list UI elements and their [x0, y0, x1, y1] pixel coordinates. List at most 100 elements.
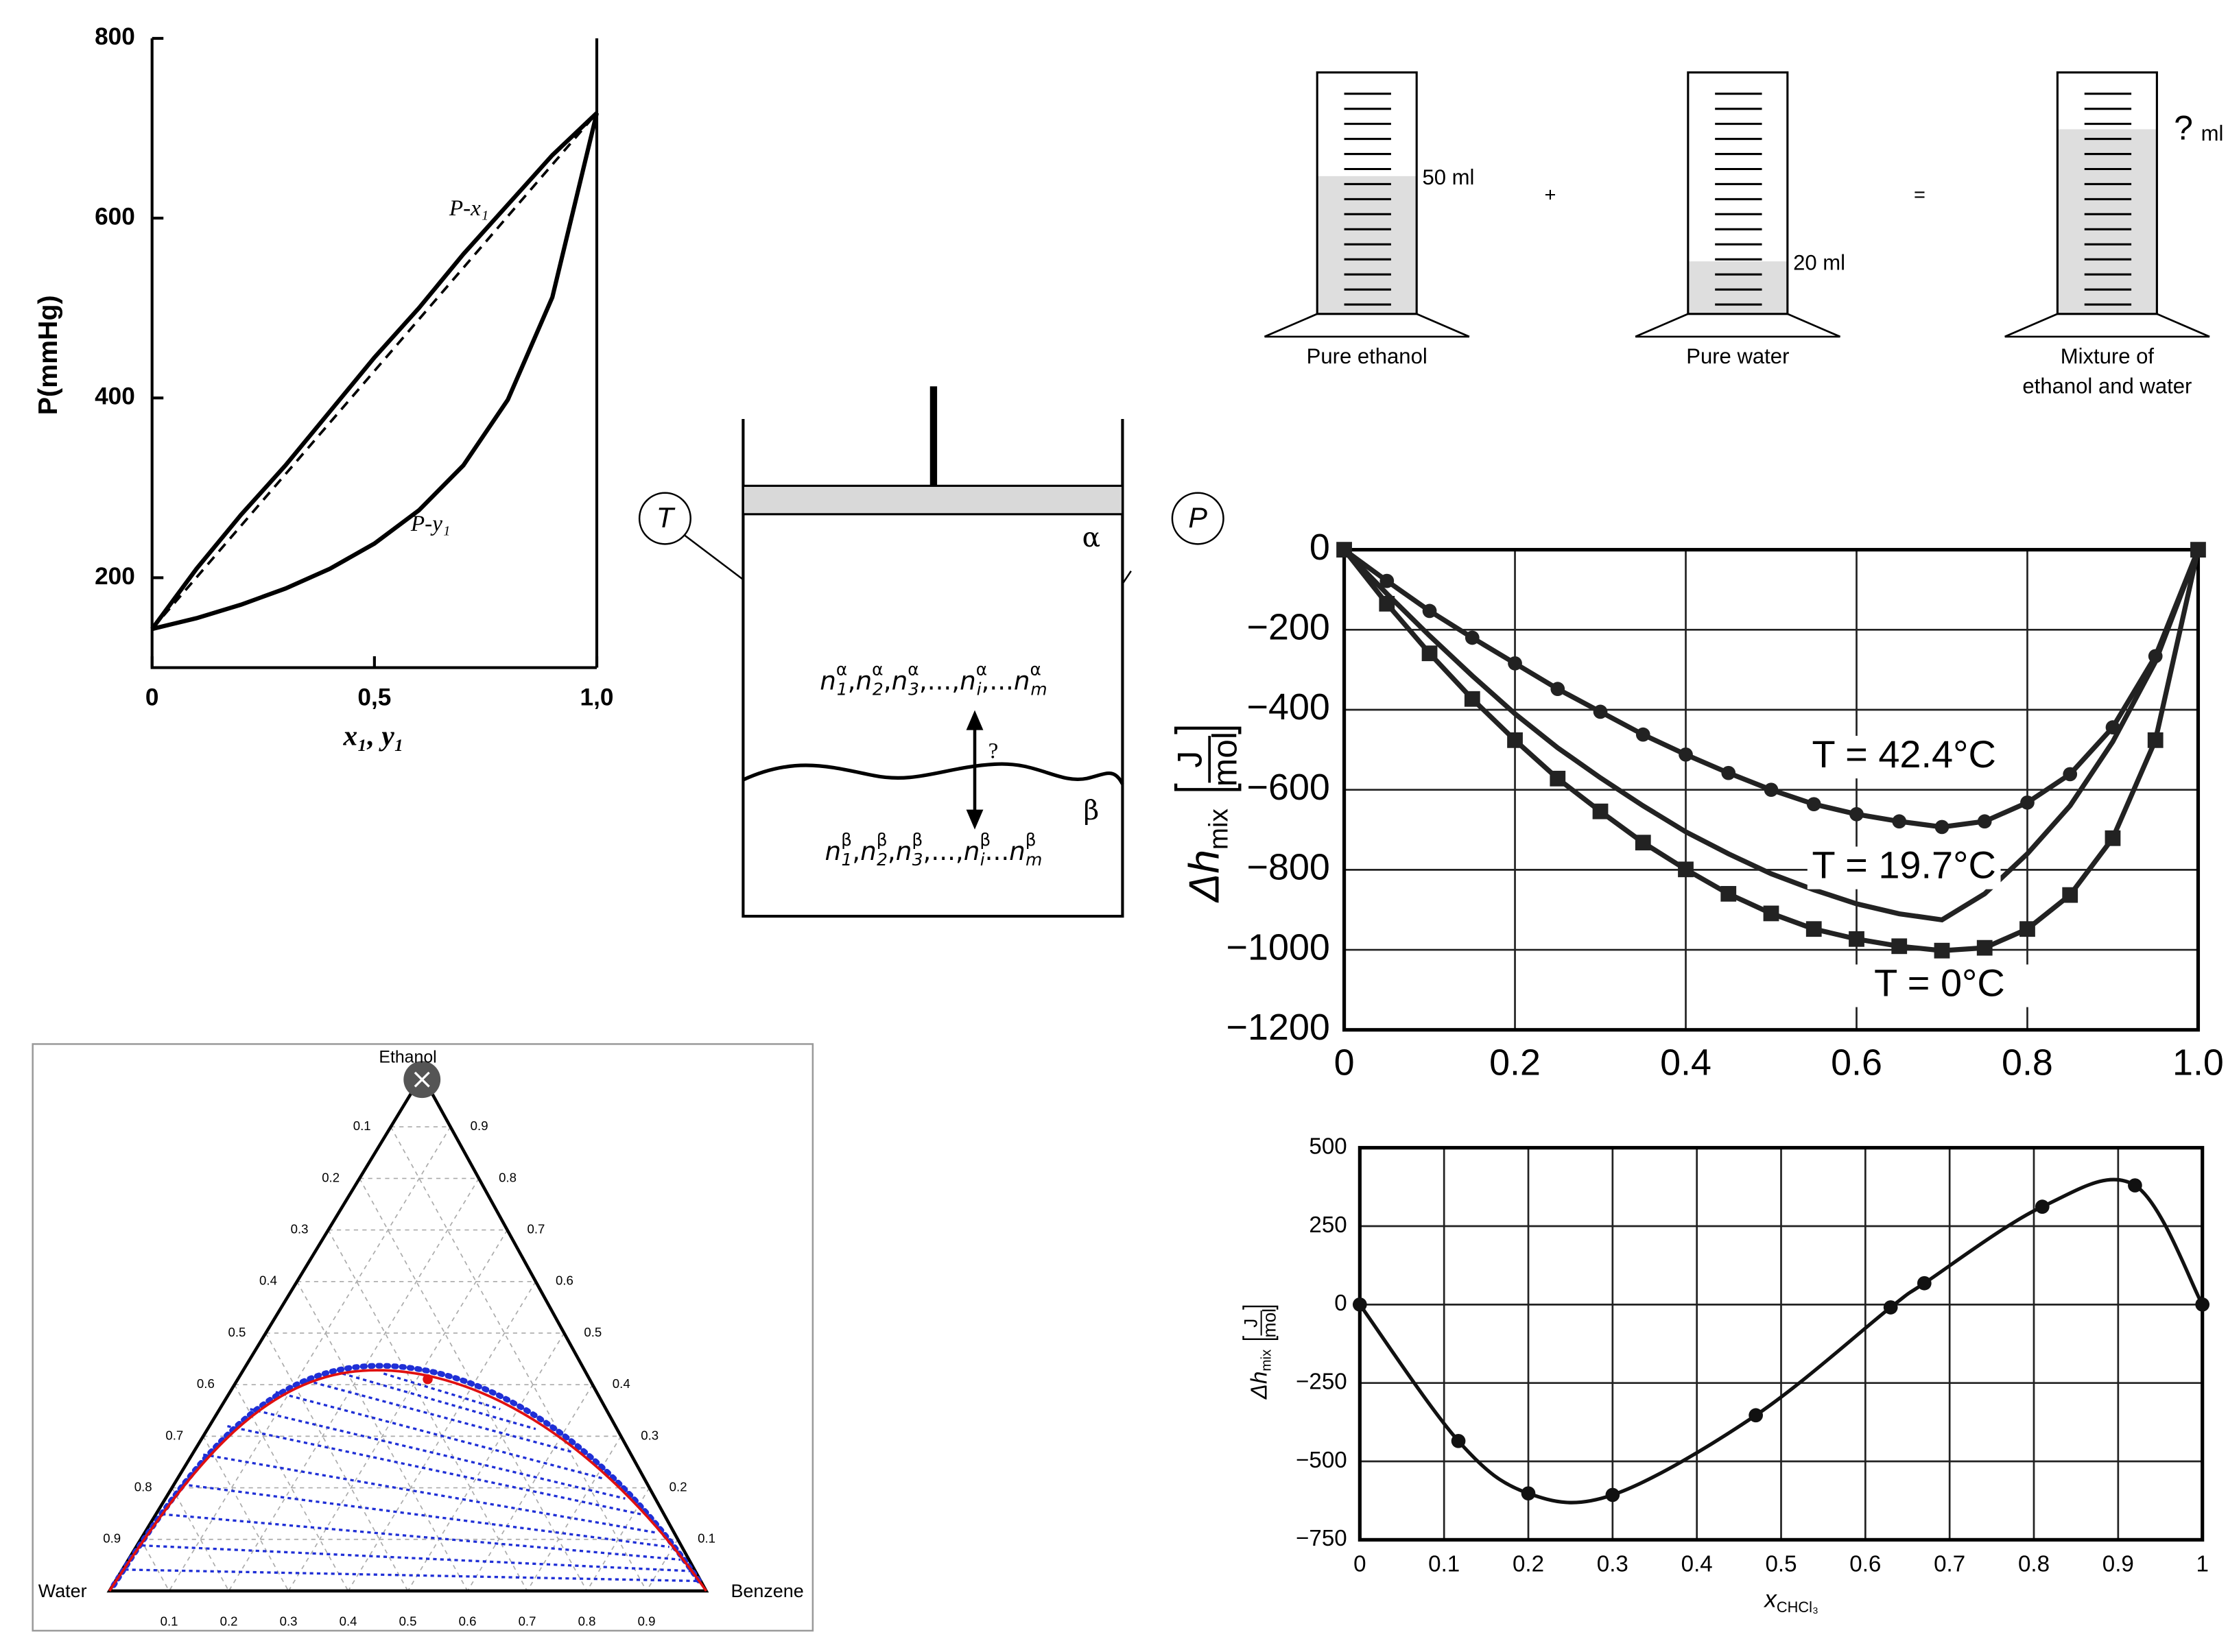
x-tick-label: 0.8 [2018, 1551, 2050, 1577]
amount-base: n [960, 665, 976, 695]
label-subscript: mix [1205, 809, 1234, 850]
bracket [1242, 1305, 1279, 1310]
amount-sub: 2 [877, 850, 888, 870]
ternary-frame [32, 1043, 814, 1632]
tick-label: 0.3 [291, 1222, 309, 1236]
x-tick-label: 0.6 [1831, 1042, 1882, 1084]
marker [2063, 767, 2078, 782]
cylinder [1687, 71, 1789, 315]
symbol: T [656, 502, 676, 534]
amount-sub: m [1030, 680, 1047, 699]
grid-line [390, 1126, 648, 1592]
tie-line [342, 1372, 536, 1430]
x-tick-label: 1 [2196, 1551, 2208, 1577]
marker [1806, 797, 1821, 812]
tick-label: 0.8 [499, 1170, 517, 1184]
vertex-label: Benzene [731, 1581, 803, 1601]
x-tick-label: 0.8 [2002, 1042, 2053, 1084]
marker [1805, 921, 1822, 937]
y-axis-label-text: Δhmix [1246, 1349, 1275, 1400]
marker [1508, 656, 1522, 671]
x-tick-label: 0.2 [1489, 1042, 1541, 1084]
tick-label: 0.7 [528, 1222, 545, 1236]
caption: Pure ethanol [1307, 344, 1427, 368]
y-tick-label: −250 [1296, 1369, 1347, 1394]
tick-label: 0.6 [459, 1614, 477, 1628]
tick-label: 0.8 [578, 1614, 596, 1628]
series-label: T = 19.7°C [1812, 843, 1995, 886]
marker [1521, 1486, 1536, 1501]
marker [1464, 691, 1480, 707]
marker [1891, 938, 1908, 955]
marker [2035, 1199, 2050, 1214]
vertex-label: Water [38, 1581, 87, 1601]
tick-label: 0.5 [584, 1325, 602, 1339]
tick-label: 0.3 [641, 1428, 659, 1442]
connector [684, 534, 744, 581]
y-tick-label: 600 [95, 203, 135, 230]
tick-label: 0.2 [322, 1170, 340, 1184]
tick-label: 0.1 [698, 1531, 715, 1546]
operator: + [1544, 184, 1556, 206]
grid-line [327, 1230, 528, 1592]
marker [1749, 1408, 1764, 1423]
bracket [1174, 726, 1242, 734]
marker [1336, 542, 1352, 558]
tick-label: 0.9 [638, 1614, 656, 1628]
marker [1451, 1433, 1466, 1448]
marker [1720, 885, 1737, 902]
tick-label: 0.2 [669, 1479, 687, 1494]
amount-base: n [892, 665, 908, 695]
tick-label: 0.5 [228, 1325, 246, 1339]
series-line [150, 111, 599, 631]
tie-line [202, 1453, 657, 1534]
y-axis-label: P(mmHg) [33, 295, 63, 415]
chart: 0 0,5 1,0 200 400 600 800 P-x₁ P-y₁ P(mmHg) x₁, y₁ [33, 23, 614, 751]
marker [1379, 595, 1395, 612]
marker [2128, 1178, 2142, 1193]
symbol: P [1188, 502, 1207, 534]
marker [1507, 732, 1523, 748]
marker [1892, 814, 1907, 829]
connector [1122, 571, 1132, 585]
transfer-label: ? [988, 738, 999, 763]
amount-sub: 1 [841, 850, 852, 870]
marker [1379, 573, 1395, 588]
separator: ... [985, 835, 1010, 865]
cylinder [2056, 71, 2158, 315]
tick-label: 0.9 [103, 1531, 121, 1546]
x-axis-label-text: xCHCl₃ [1763, 1586, 1818, 1616]
grid-line [228, 1177, 479, 1592]
y-tick-label: −1000 [1226, 926, 1330, 968]
caption: Pure water [1686, 344, 1789, 368]
tie-line [142, 1544, 691, 1572]
tick-label: 0.7 [165, 1428, 183, 1442]
amount-sub: i [980, 850, 985, 870]
grid-line [287, 1230, 508, 1592]
amount-sup: α [836, 660, 847, 680]
cylinder-base [2004, 313, 2210, 338]
unit-numerator: J [1240, 1319, 1261, 1328]
marker [1976, 939, 1993, 956]
amount-sup: β [980, 830, 991, 850]
tick-label: 0.1 [161, 1614, 178, 1628]
tie-line [162, 1513, 681, 1561]
grid-line [265, 1332, 409, 1592]
tie-line [125, 1568, 697, 1583]
piston-diagram: T Pαβ?nα 1,nα 2,nα 3,...,nα i,...nα mnβ 1,nβ 2,n… [638, 386, 1224, 918]
y-tick-label: 200 [95, 563, 135, 590]
tick-label: 0.8 [134, 1479, 152, 1494]
grid-line [466, 1384, 593, 1592]
x-tick-label: 0,5 [357, 684, 391, 710]
marker [2020, 795, 2035, 810]
amount-base: n [855, 665, 872, 695]
vessel [742, 419, 1124, 918]
marker [2190, 542, 2206, 558]
x-tick-label: 0.4 [1660, 1042, 1711, 1084]
marker [2062, 887, 2078, 903]
cylinder-base [1635, 313, 1841, 338]
red-point [423, 1374, 433, 1385]
marker [1849, 806, 1864, 822]
label-backdrop [1807, 846, 2001, 889]
